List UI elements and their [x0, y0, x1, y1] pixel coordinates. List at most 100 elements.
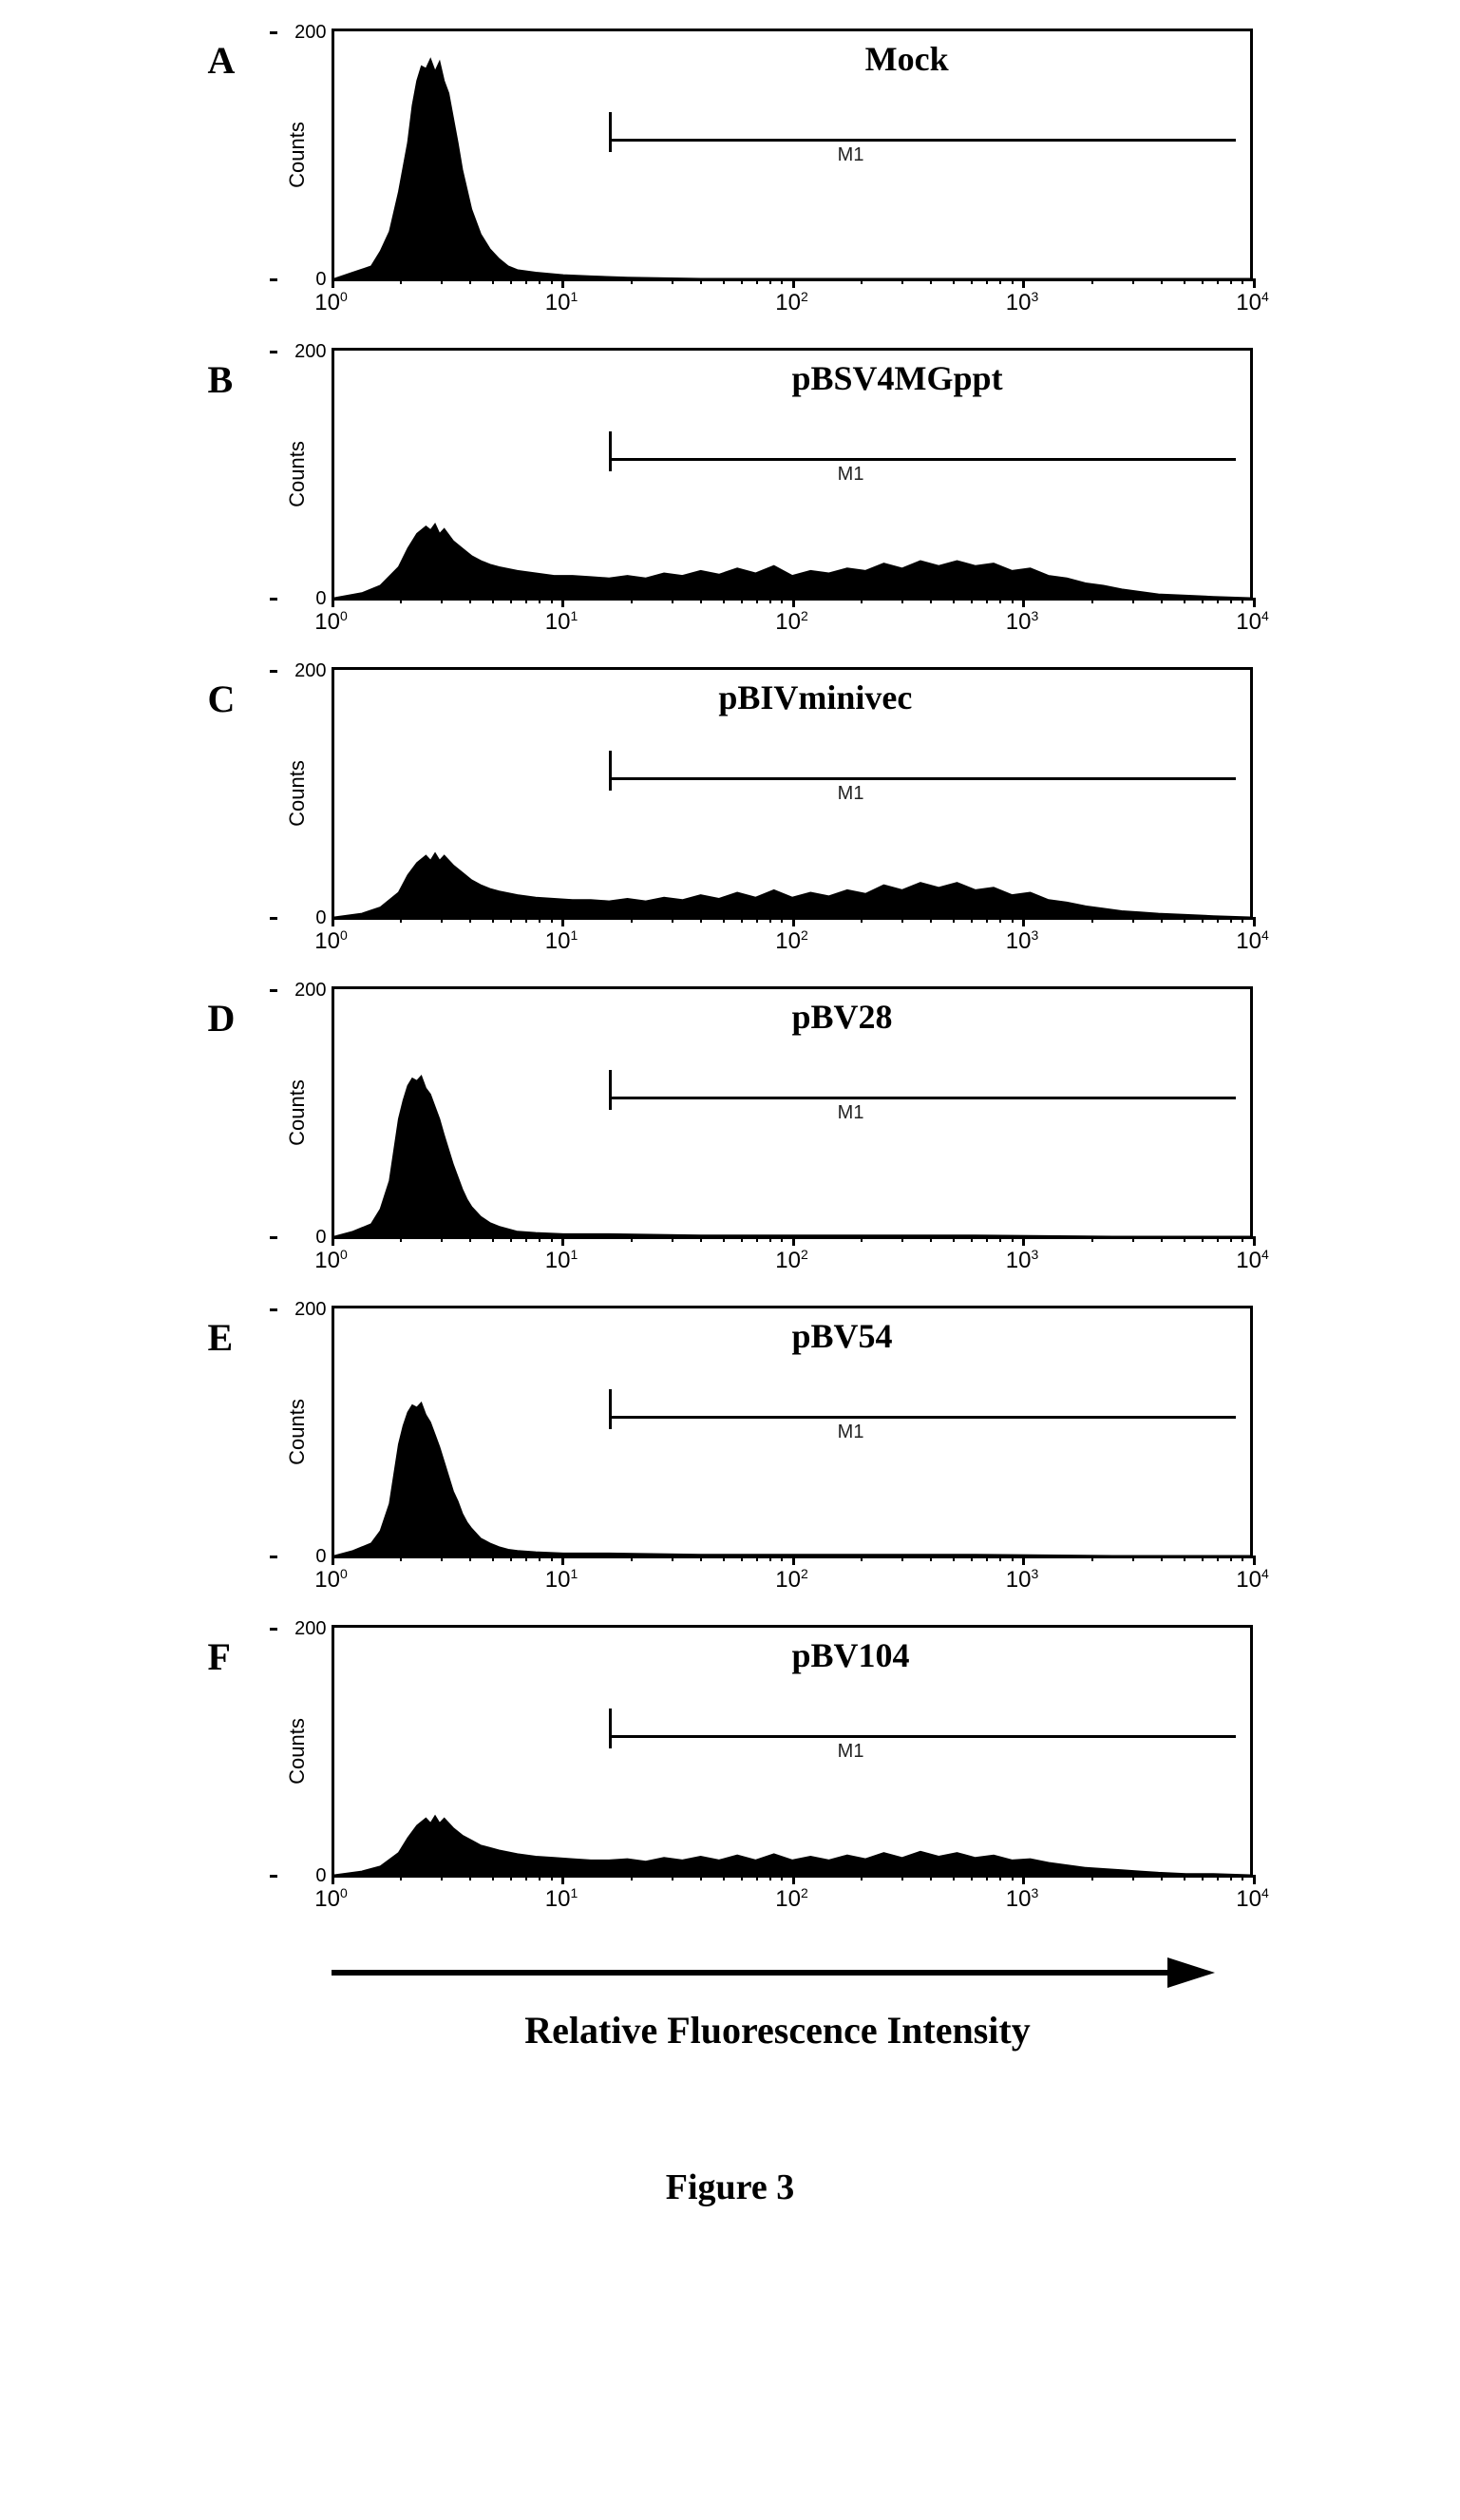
x-tick-label: 103	[1006, 1566, 1039, 1594]
y-tick-label: 200	[294, 1299, 326, 1321]
x-tick-label: 102	[775, 1566, 808, 1594]
gate-label: M1	[838, 783, 864, 805]
panel-title: pBIVminivec	[718, 678, 912, 717]
x-tick-label: 103	[1006, 927, 1039, 955]
x-tick-label: 101	[545, 1566, 578, 1594]
panel-body: 0200CountsM1pBV54100101102103104	[275, 1306, 1253, 1606]
x-tick-label: 100	[314, 1247, 348, 1274]
y-axis-label: Counts	[284, 1079, 309, 1146]
panel-row: F0200CountsM1pBV104100101102103104	[208, 1625, 1253, 1925]
x-tick-label: 104	[1236, 289, 1269, 316]
panel-row: B0200CountsM1pBSV4MGppt100101102103104	[208, 348, 1253, 648]
x-tick-label: 102	[775, 1885, 808, 1913]
y-tick-label: 200	[294, 22, 326, 44]
gate-marker: M1	[609, 764, 1236, 791]
x-tick-label: 100	[314, 608, 348, 636]
gate-label: M1	[838, 1102, 864, 1124]
panel-letter: B	[208, 348, 275, 402]
x-tick-label: 104	[1236, 1885, 1269, 1913]
y-tick-label: 0	[315, 1227, 326, 1249]
y-axis: 0200Counts	[277, 351, 332, 598]
panel-row: A0200CountsM1Mock100101102103104	[208, 29, 1253, 329]
x-tick-label: 103	[1006, 289, 1039, 316]
histogram-plot: 0200CountsM1pBV28	[332, 986, 1253, 1239]
histogram-svg	[334, 31, 1250, 278]
gate-marker: M1	[609, 1083, 1236, 1110]
y-axis-label: Counts	[284, 1718, 309, 1785]
panel-letter: E	[208, 1306, 275, 1360]
panel-title: Mock	[865, 39, 949, 79]
x-tick-label: 104	[1236, 1247, 1269, 1274]
panel-title: pBV104	[792, 1635, 910, 1675]
x-tick-label: 103	[1006, 608, 1039, 636]
y-axis-label: Counts	[284, 1399, 309, 1465]
y-axis: 0200Counts	[277, 670, 332, 917]
gate-label: M1	[838, 1422, 864, 1443]
x-tick-label: 103	[1006, 1247, 1039, 1274]
figure-container: A0200CountsM1Mock100101102103104B0200Cou…	[208, 29, 1253, 2208]
panel-letter: D	[208, 986, 275, 1040]
y-tick-label: 200	[294, 1618, 326, 1640]
y-tick-label: 0	[315, 269, 326, 291]
panel-row: C0200CountsM1pBIVminivec100101102103104	[208, 667, 1253, 967]
x-axis-arrow	[332, 1954, 1215, 1996]
y-axis: 0200Counts	[277, 1628, 332, 1875]
x-axis: 100101102103104	[332, 1558, 1253, 1606]
x-axis: 100101102103104	[332, 920, 1253, 967]
y-tick-label: 0	[315, 1865, 326, 1887]
y-axis: 0200Counts	[277, 989, 332, 1236]
x-tick-label: 100	[314, 1566, 348, 1594]
x-axis-label: Relative Fluorescence Intensity	[303, 2008, 1253, 2052]
x-tick-label: 102	[775, 927, 808, 955]
y-tick-label: 200	[294, 660, 326, 682]
x-axis: 100101102103104	[332, 1878, 1253, 1925]
gate-marker: M1	[609, 1403, 1236, 1429]
x-tick-label: 100	[314, 1885, 348, 1913]
x-tick-label: 104	[1236, 927, 1269, 955]
x-tick-label: 101	[545, 289, 578, 316]
y-tick-label: 0	[315, 588, 326, 610]
panel-letter: C	[208, 667, 275, 721]
gate-marker: M1	[609, 1722, 1236, 1748]
gate-label: M1	[838, 464, 864, 486]
histogram-plot: 0200CountsM1pBSV4MGppt	[332, 348, 1253, 601]
x-tick-label: 103	[1006, 1885, 1039, 1913]
y-tick-label: 0	[315, 1546, 326, 1568]
panel-letter: F	[208, 1625, 275, 1679]
gate-marker: M1	[609, 125, 1236, 152]
x-tick-label: 102	[775, 608, 808, 636]
x-tick-label: 101	[545, 608, 578, 636]
x-tick-label: 101	[545, 1885, 578, 1913]
y-tick-label: 200	[294, 341, 326, 363]
x-tick-label: 101	[545, 927, 578, 955]
x-tick-label: 100	[314, 289, 348, 316]
histogram-plot: 0200CountsM1pBV54	[332, 1306, 1253, 1558]
panel-body: 0200CountsM1pBV28100101102103104	[275, 986, 1253, 1287]
x-tick-label: 104	[1236, 608, 1269, 636]
panel-body: 0200CountsM1Mock100101102103104	[275, 29, 1253, 329]
panel-body: 0200CountsM1pBIVminivec100101102103104	[275, 667, 1253, 967]
figure-caption: Figure 3	[208, 2167, 1253, 2208]
panel-row: D0200CountsM1pBV28100101102103104	[208, 986, 1253, 1287]
x-tick-label: 100	[314, 927, 348, 955]
y-axis: 0200Counts	[277, 1308, 332, 1556]
histogram-plot: 0200CountsM1Mock	[332, 29, 1253, 281]
panel-letter: A	[208, 29, 275, 83]
x-tick-label: 102	[775, 1247, 808, 1274]
x-tick-label: 104	[1236, 1566, 1269, 1594]
panel-body: 0200CountsM1pBV104100101102103104	[275, 1625, 1253, 1925]
y-axis-label: Counts	[284, 122, 309, 188]
panels-host: A0200CountsM1Mock100101102103104B0200Cou…	[208, 29, 1253, 1925]
x-tick-label: 102	[775, 289, 808, 316]
gate-marker: M1	[609, 445, 1236, 471]
histogram-plot: 0200CountsM1pBV104	[332, 1625, 1253, 1878]
panel-body: 0200CountsM1pBSV4MGppt100101102103104	[275, 348, 1253, 648]
x-tick-label: 101	[545, 1247, 578, 1274]
histogram-plot: 0200CountsM1pBIVminivec	[332, 667, 1253, 920]
panel-title: pBV54	[792, 1316, 893, 1356]
x-axis: 100101102103104	[332, 601, 1253, 648]
panel-title: pBV28	[792, 997, 893, 1037]
y-axis-label: Counts	[284, 441, 309, 507]
x-axis: 100101102103104	[332, 281, 1253, 329]
gate-label: M1	[838, 144, 864, 166]
